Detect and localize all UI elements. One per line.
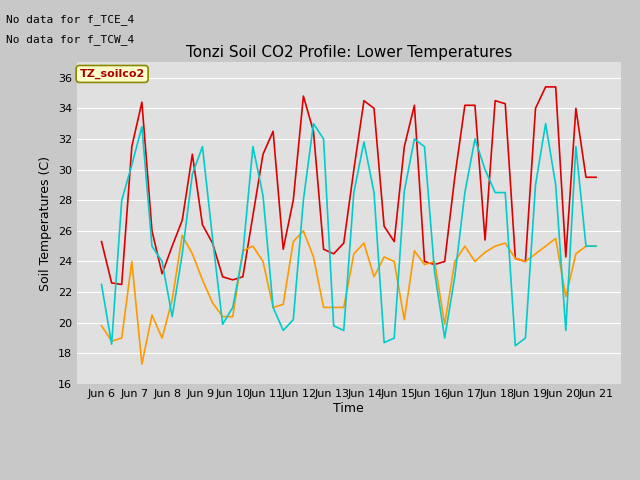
Title: Tonzi Soil CO2 Profile: Lower Temperatures: Tonzi Soil CO2 Profile: Lower Temperatur… [186,45,512,60]
Y-axis label: Soil Temperatures (C): Soil Temperatures (C) [39,156,52,291]
Legend: Open -8cm, Tree -8cm, Tree2 -8cm: Open -8cm, Tree -8cm, Tree2 -8cm [168,477,529,480]
Text: No data for f_TCW_4: No data for f_TCW_4 [6,34,134,45]
X-axis label: Time: Time [333,402,364,415]
Text: TZ_soilco2: TZ_soilco2 [79,69,145,79]
Text: No data for f_TCE_4: No data for f_TCE_4 [6,14,134,25]
